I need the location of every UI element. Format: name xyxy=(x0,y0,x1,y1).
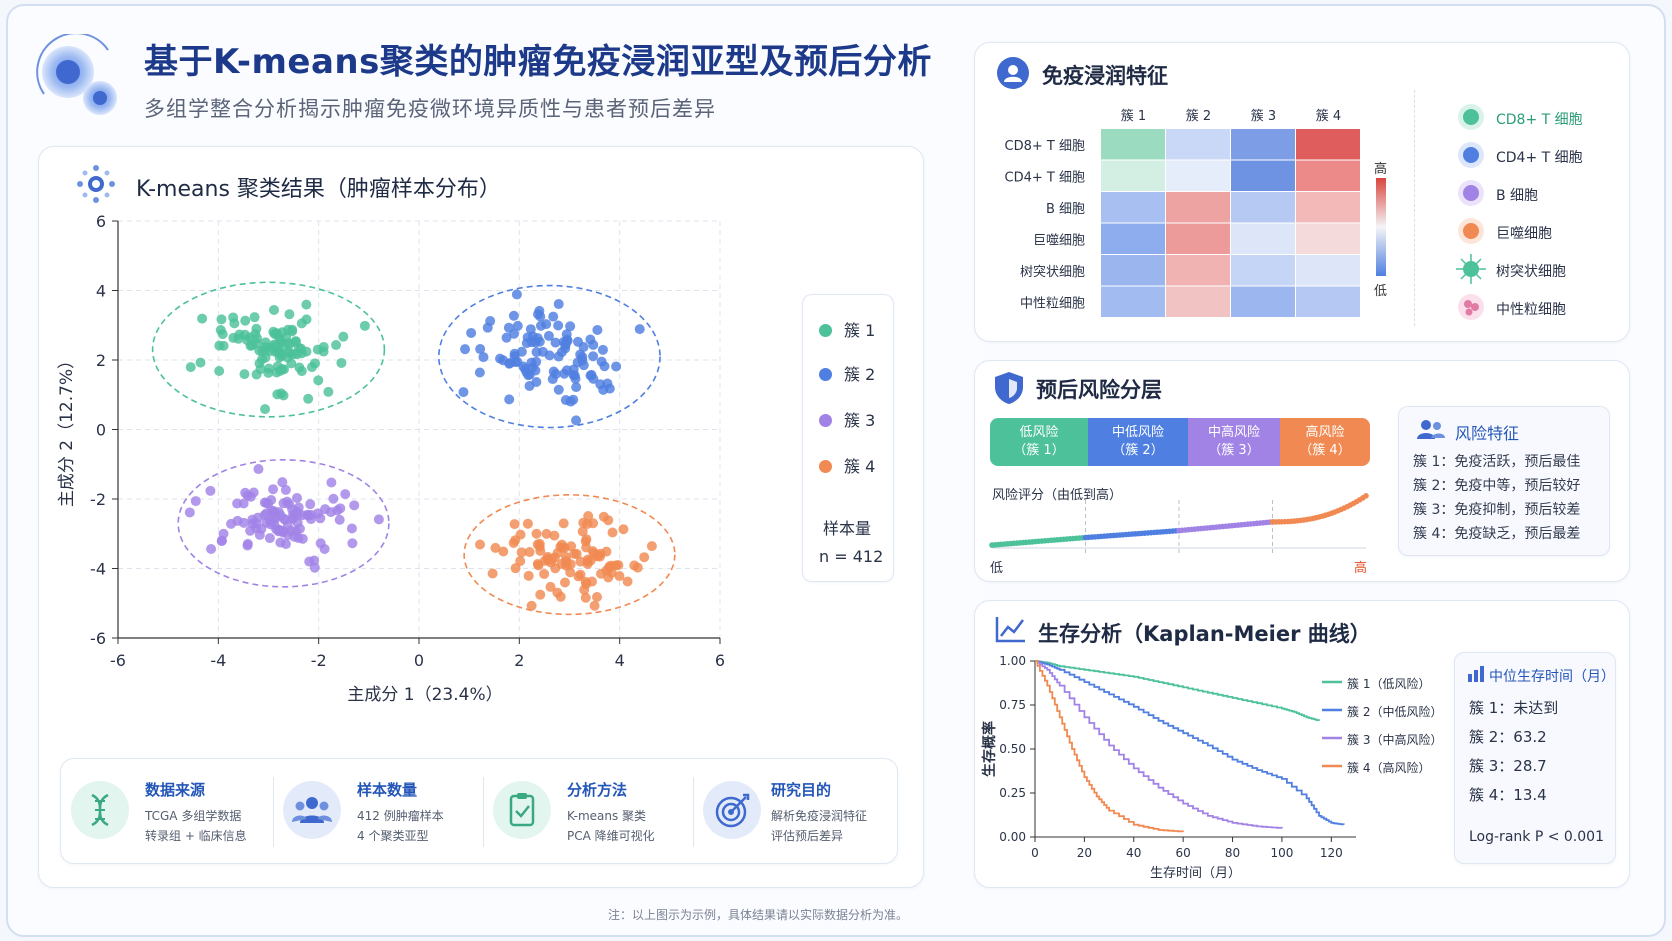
cluster-icon xyxy=(77,165,115,203)
km-legend-cluster2: 簇 2（中低风险） xyxy=(1347,705,1443,719)
risk-seg-low: 低风险 （簇 1） xyxy=(990,418,1088,466)
info-method: 分析方法 K-means 聚类 PCA 降维可视化 xyxy=(483,759,693,863)
line-chart-icon xyxy=(995,617,1025,643)
cd4-icon xyxy=(1458,142,1484,168)
survival-title: 生存分析（Kaplan-Meier 曲线） xyxy=(1038,622,1371,646)
legend-b-cell: B 细胞 xyxy=(1496,188,1539,204)
footer-note: 注：以上图示为示例，具体结果请以实际数据分析为准。 xyxy=(608,908,909,922)
sample-size-label: 样本量 xyxy=(823,519,872,538)
scatter-legend: 簇 1 簇 2 簇 3 簇 4 样本量 n = 412 xyxy=(802,294,894,582)
heatmap-title: 免疫浸润特征 xyxy=(1042,64,1168,88)
people-icon xyxy=(283,781,341,839)
cells-icon xyxy=(36,34,117,115)
scatter-title: K-means 聚类结果（肿瘤样本分布） xyxy=(136,177,501,202)
risk-title: 预后风险分层 xyxy=(1036,378,1162,402)
km-legend-cluster3: 簇 3（中高风险） xyxy=(1347,733,1443,747)
risk-features-box: 风险特征 簇 1：免疫活跃，预后最佳 簇 2：免疫中等，预后较好 簇 3：免疫抑… xyxy=(1398,406,1610,556)
km-legend-cluster1: 簇 1（低风险） xyxy=(1347,677,1431,691)
risk-strata-bar: 低风险 （簇 1） 中低风险 （簇 2） 中高风险 （簇 3） 高风险 （簇 4） xyxy=(990,418,1370,466)
people-icon xyxy=(1417,420,1445,439)
risk-seg-high: 高风险 （簇 4） xyxy=(1280,418,1370,466)
immune-cell-icon xyxy=(997,57,1029,89)
km-legend-cluster4: 簇 4（高风险） xyxy=(1347,761,1431,775)
info-data-source: 数据来源 TCGA 多组学数据 转录组 + 临床信息 xyxy=(61,759,271,863)
legend-cd8: CD8+ T 细胞 xyxy=(1496,112,1583,128)
risk-seg-midhigh: 中高风险 （簇 3） xyxy=(1188,418,1280,466)
page-title: 基于K-means聚类的肿瘤免疫浸润亚型及预后分析 xyxy=(144,42,932,82)
legend-item-cluster2: 簇 2 xyxy=(819,361,875,385)
info-sample-count: 样本数量 412 例肿瘤样本 4 个聚类亚型 xyxy=(273,759,483,863)
legend-neutrophil: 中性粒细胞 xyxy=(1496,302,1566,318)
target-icon xyxy=(703,781,761,839)
legend-item-cluster4: 簇 4 xyxy=(819,453,875,477)
clipboard-check-icon xyxy=(493,781,551,839)
sample-size-value: n = 412 xyxy=(819,547,884,566)
median-title: 中位生存时间（月） xyxy=(1489,669,1615,685)
macrophage-icon xyxy=(1458,218,1484,244)
risk-high-label: 高 xyxy=(1354,561,1368,576)
dna-icon xyxy=(71,781,129,839)
legend-item-cluster3: 簇 3 xyxy=(819,407,875,431)
bar-chart-icon xyxy=(1468,666,1484,682)
dendritic-cell-icon xyxy=(1456,254,1486,284)
neutrophil-icon xyxy=(1458,294,1484,320)
risk-seg-midlow: 中低风险 （簇 2） xyxy=(1088,418,1188,466)
risk-score-label: 风险评分（由低到高） xyxy=(992,488,1123,503)
colorbar-low-label: 低 xyxy=(1374,284,1388,299)
logrank-pvalue: Log-rank P < 0.001 xyxy=(1469,829,1604,845)
legend-cd4: CD4+ T 细胞 xyxy=(1496,150,1583,166)
shield-icon xyxy=(995,372,1023,404)
page-subtitle: 多组学整合分析揭示肿瘤免疫微环境异质性与患者预后差异 xyxy=(144,97,716,121)
median-survival-box: 中位生存时间（月） 簇 1：未达到 簇 2：63.2 簇 3：28.7 簇 4：… xyxy=(1454,652,1616,864)
legend-item-cluster1: 簇 1 xyxy=(819,317,875,341)
cd8-icon xyxy=(1458,104,1484,130)
b-cell-icon xyxy=(1458,180,1484,206)
legend-dendritic: 树突状细胞 xyxy=(1496,264,1566,280)
legend-macrophage: 巨噬细胞 xyxy=(1496,226,1552,242)
info-purpose: 研究目的 解析免疫浸润特征 评估预后差异 xyxy=(693,759,899,863)
colorbar-high-label: 高 xyxy=(1374,162,1388,177)
risk-low-label: 低 xyxy=(990,561,1004,576)
info-bar: 数据来源 TCGA 多组学数据 转录组 + 临床信息 样本数量 412 例肿瘤样… xyxy=(60,758,898,864)
risk-features-title: 风险特征 xyxy=(1455,424,1520,443)
